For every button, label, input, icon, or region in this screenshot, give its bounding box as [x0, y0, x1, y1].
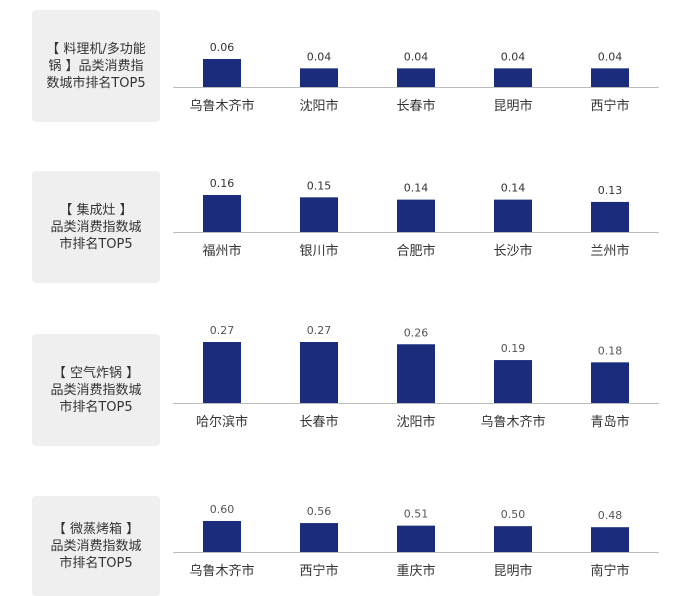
- bar: [203, 195, 241, 232]
- bar: [300, 523, 338, 552]
- value-label: 0.14: [404, 182, 429, 195]
- category-label: 昆明市: [493, 563, 532, 579]
- category-label: 沈阳市: [299, 98, 338, 114]
- value-label: 0.04: [501, 50, 526, 63]
- bar: [203, 59, 241, 87]
- bar: [591, 362, 629, 403]
- category-label-1: 【 料理机/多功能 锅 】品类消费指 数城市排名TOP5: [46, 41, 146, 91]
- bar: [300, 197, 338, 232]
- bar: [300, 68, 338, 87]
- value-label: 0.15: [307, 179, 332, 192]
- category-label-2: 【 集成灶 】 品类消费指数城 市排名TOP5: [50, 202, 142, 252]
- bar: [494, 68, 532, 87]
- category-label: 乌鲁木齐市: [480, 414, 545, 430]
- bar-chart-2: 0.16 福州市 0.15 银川市 0.14 合肥市 0.14 长沙市 0.13 兰州市: [173, 177, 659, 259]
- value-label: 0.50: [501, 508, 526, 521]
- value-label: 0.26: [404, 326, 429, 339]
- category-label: 昆明市: [493, 98, 532, 114]
- bar: [591, 527, 629, 552]
- bar: [397, 199, 435, 232]
- category-label: 南宁市: [590, 563, 629, 579]
- value-label: 0.13: [598, 184, 623, 197]
- category-label: 长春市: [299, 414, 338, 430]
- value-label: 0.51: [404, 508, 429, 521]
- category-label: 兰州市: [590, 243, 629, 259]
- category-label-4: 【 微蒸烤箱 】 品类消费指数城 市排名TOP5: [50, 521, 142, 571]
- bar: [494, 526, 532, 552]
- category-label: 西宁市: [590, 98, 629, 114]
- value-label: 0.60: [210, 503, 235, 516]
- value-label: 0.56: [307, 505, 332, 518]
- value-label: 0.48: [598, 509, 623, 522]
- value-label: 0.16: [210, 177, 235, 190]
- category-label-box-1: 【 料理机/多功能 锅 】品类消费指 数城市排名TOP5: [32, 10, 160, 122]
- value-label: 0.18: [598, 344, 623, 357]
- bar: [494, 199, 532, 232]
- bar: [591, 68, 629, 87]
- bar: [203, 342, 241, 403]
- value-label: 0.27: [210, 324, 235, 337]
- value-label: 0.27: [307, 324, 332, 337]
- value-label: 0.04: [307, 50, 332, 63]
- category-label: 重庆市: [396, 563, 435, 579]
- category-label: 西宁市: [299, 563, 338, 579]
- category-label-3: 【 空气炸锅 】 品类消费指数城 市排名TOP5: [50, 365, 142, 415]
- bar: [397, 68, 435, 87]
- bar: [494, 360, 532, 403]
- category-label: 长沙市: [493, 243, 532, 259]
- category-label-box-4: 【 微蒸烤箱 】 品类消费指数城 市排名TOP5: [32, 496, 160, 596]
- bar: [203, 521, 241, 552]
- bar: [397, 344, 435, 403]
- bar-chart-1: 0.06 乌鲁木齐市 0.04 沈阳市 0.04 长春市 0.04 昆明市 0.04 西宁市: [173, 41, 659, 114]
- bar: [397, 525, 435, 552]
- category-label: 福州市: [202, 243, 241, 259]
- value-label: 0.14: [501, 182, 526, 195]
- category-label: 乌鲁木齐市: [189, 98, 254, 114]
- category-label: 青岛市: [590, 414, 629, 430]
- category-label-box-2: 【 集成灶 】 品类消费指数城 市排名TOP5: [32, 171, 160, 283]
- value-label: 0.04: [404, 50, 429, 63]
- value-label: 0.04: [598, 50, 623, 63]
- category-label: 沈阳市: [396, 414, 435, 430]
- bar: [300, 342, 338, 403]
- category-label: 合肥市: [396, 243, 435, 259]
- category-label: 乌鲁木齐市: [189, 563, 254, 579]
- value-label: 0.19: [501, 342, 526, 355]
- category-label-box-3: 【 空气炸锅 】 品类消费指数城 市排名TOP5: [32, 334, 160, 446]
- category-label: 哈尔滨市: [196, 414, 248, 430]
- bar-chart-3: 0.27 哈尔滨市 0.27 长春市 0.26 沈阳市 0.19 乌鲁木齐市 0.18 青岛市: [173, 324, 659, 430]
- category-label: 银川市: [299, 243, 338, 259]
- value-label: 0.06: [210, 41, 235, 54]
- category-label: 长春市: [396, 98, 435, 114]
- bar: [591, 201, 629, 232]
